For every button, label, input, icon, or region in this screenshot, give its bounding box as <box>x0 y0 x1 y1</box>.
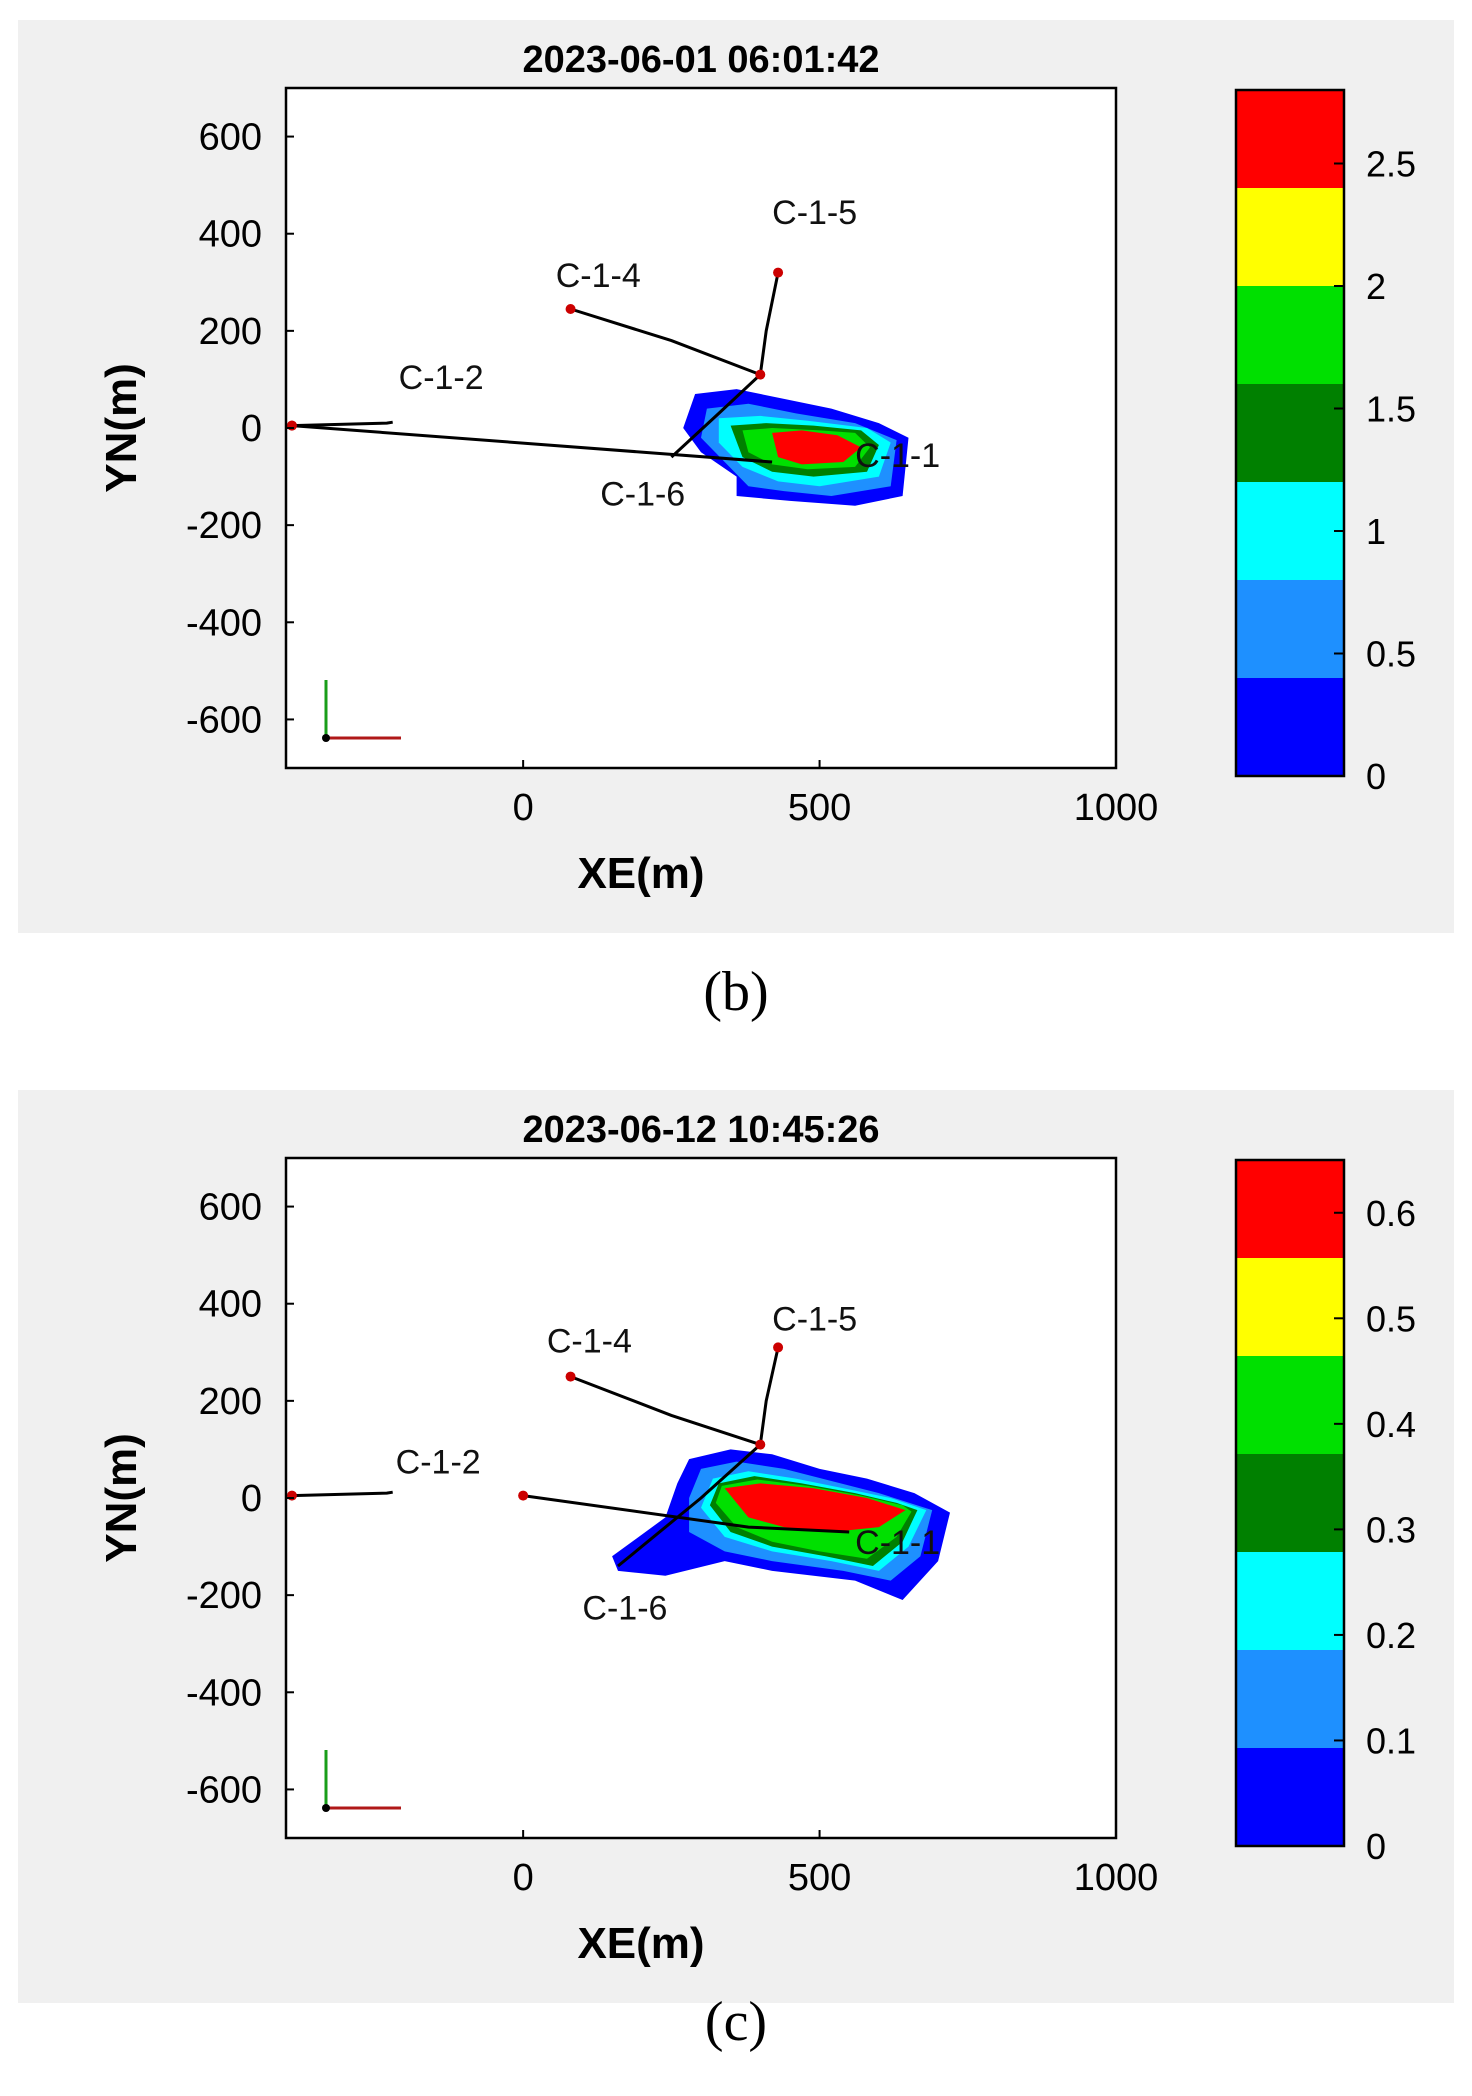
x-tick-label: 500 <box>788 1857 851 1899</box>
colorbar-band-4 <box>1236 286 1344 384</box>
colorbar-tick-label: 0 <box>1366 756 1386 797</box>
chart-c: 2023-06-12 10:45:26 C-1-1 C-1-2 C-1-4 C-1-5 C… <box>97 1109 1416 1968</box>
well-label-C-1-5: C-1-5 <box>772 194 857 232</box>
colorbar-band-6 <box>1236 90 1344 188</box>
y-tick-label: -600 <box>186 1769 262 1811</box>
colorbar-band-2 <box>1236 482 1344 580</box>
well-path-C-1-4 <box>570 307 761 377</box>
colorbar-tick-label: 1 <box>1366 511 1386 552</box>
colorbar-band-4 <box>1236 1356 1344 1454</box>
colorbar-frame <box>1234 1158 1346 1848</box>
colorbar-tick-label: 2.5 <box>1366 144 1416 185</box>
colorbar-band-6 <box>1236 1160 1344 1258</box>
well-head-C-1-2 <box>286 1490 297 1501</box>
y-tick-label: 600 <box>199 117 262 159</box>
y-tick-label: 0 <box>241 408 262 450</box>
y-tick-label: -400 <box>186 602 262 644</box>
colorbar-tick-label: 0.1 <box>1366 1720 1416 1761</box>
x-axis-label: XE(m) <box>577 1919 704 1968</box>
well-path-C-1-6 <box>670 373 762 459</box>
y-axis-label: YN(m) <box>97 1433 146 1563</box>
well-path-C-1-1 <box>291 424 773 464</box>
well-path-C-1-4 <box>570 1375 761 1447</box>
y-tick-label: -600 <box>186 699 262 741</box>
x-tick-label: 1000 <box>1074 787 1159 829</box>
well-label-C-1-2: C-1-2 <box>396 1444 481 1482</box>
chart-panel-c: 2023-06-12 10:45:26 C-1-1 C-1-2 C-1-4 C-1-5 C… <box>18 1090 1454 2003</box>
colorbar-tick-label: 0.5 <box>1366 634 1416 675</box>
well-label-C-1-6: C-1-6 <box>582 1589 667 1627</box>
y-axis-label-group: YN(m) <box>97 1433 146 1563</box>
x-tick-label: 500 <box>788 787 851 829</box>
colorbar-band-1 <box>1236 580 1344 678</box>
well-head-C-1-4 <box>565 1371 576 1382</box>
well-path-C-1-6 <box>617 1443 762 1568</box>
well-path-C-1-2 <box>291 1490 393 1498</box>
well-head-C-1-1 <box>518 1490 529 1501</box>
well-head-C-1-5 <box>773 267 784 278</box>
colorbar-band-0 <box>1236 1748 1344 1846</box>
well-label-C-1-6: C-1-6 <box>600 476 685 514</box>
y-tick-label: 400 <box>199 214 262 256</box>
colorbar-tick-label: 0.5 <box>1366 1298 1416 1339</box>
caption-b: (b) <box>703 961 769 1023</box>
colorbar-band-5 <box>1236 1258 1344 1356</box>
well-head-C-1-6 <box>755 1439 766 1450</box>
chart-panel-b: 2023-06-01 06:01:42 C-1-1 C-1-2 C-1-4 C-1-5 C… <box>18 20 1454 933</box>
colorbar-tick-label: 0 <box>1366 1826 1386 1867</box>
y-tick-label: 400 <box>199 1284 262 1326</box>
triad-origin <box>322 734 330 742</box>
well-path-C-1-5 <box>758 1347 780 1445</box>
y-axis-label-group: YN(m) <box>97 363 146 493</box>
colorbar-band-0 <box>1236 678 1344 776</box>
colorbar-frame <box>1234 88 1346 778</box>
colorbar-band-5 <box>1236 188 1344 286</box>
caption-c: (c) <box>704 1991 768 2053</box>
well-label-C-1-5: C-1-5 <box>772 1300 857 1338</box>
x-tick-label: 1000 <box>1074 1857 1159 1899</box>
colorbar-band-1 <box>1236 1650 1344 1748</box>
well-label-C-1-1: C-1-1 <box>855 437 940 475</box>
y-tick-label: -400 <box>186 1672 262 1714</box>
colorbar-band-2 <box>1236 1552 1344 1650</box>
well-label-C-1-1: C-1-1 <box>855 1524 940 1562</box>
well-head-C-1-4 <box>565 304 576 314</box>
well-head-C-1-2 <box>286 420 297 431</box>
x-axis-label: XE(m) <box>577 849 704 898</box>
x-tick-label: 0 <box>513 1857 534 1899</box>
y-tick-label: -200 <box>186 1575 262 1617</box>
colorbar-band-3 <box>1236 1454 1344 1552</box>
y-axis-label: YN(m) <box>97 363 146 493</box>
colorbar-tick-label: 0.2 <box>1366 1615 1416 1656</box>
y-tick-label: 0 <box>241 1478 262 1520</box>
well-label-C-1-2: C-1-2 <box>399 359 484 397</box>
well-head-C-1-6 <box>755 369 766 380</box>
chart-b: 2023-06-01 06:01:42 C-1-1 C-1-2 C-1-4 C-1-5 C… <box>97 39 1416 898</box>
colorbar-tick-label: 2 <box>1366 266 1386 307</box>
triad-origin <box>322 1804 330 1812</box>
well-path-C-1-1 <box>522 1494 850 1534</box>
well-path-C-1-2 <box>291 420 393 428</box>
well-path-C-1-5 <box>758 272 780 375</box>
well-head-C-1-5 <box>773 1342 784 1353</box>
colorbar-tick-label: 0.4 <box>1366 1404 1416 1445</box>
contour-level-5 <box>724 1483 906 1532</box>
y-tick-label: -200 <box>186 505 262 547</box>
colorbar-tick-label: 0.3 <box>1366 1509 1416 1550</box>
well-label-C-1-4: C-1-4 <box>547 1322 632 1360</box>
chart-title: 2023-06-12 10:45:26 <box>522 1109 879 1151</box>
colorbar-band-3 <box>1236 384 1344 482</box>
colorbar-tick-label: 1.5 <box>1366 389 1416 430</box>
well-label-C-1-4: C-1-4 <box>556 257 641 295</box>
contour-level-5 <box>772 430 862 465</box>
y-tick-label: 600 <box>199 1187 262 1229</box>
y-tick-label: 200 <box>199 1381 262 1423</box>
x-tick-label: 0 <box>513 787 534 829</box>
y-tick-label: 200 <box>199 311 262 353</box>
chart-title: 2023-06-01 06:01:42 <box>522 39 879 81</box>
colorbar-tick-label: 0.6 <box>1366 1193 1416 1234</box>
